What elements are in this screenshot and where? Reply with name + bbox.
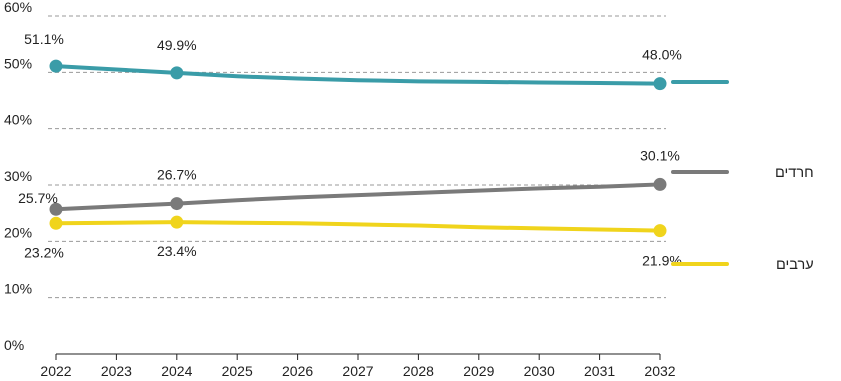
data-label: 51.1% <box>24 31 64 47</box>
x-tick-label: 2025 <box>222 363 253 379</box>
data-point <box>653 77 667 91</box>
data-point <box>49 216 63 230</box>
x-tick-label: 2022 <box>40 363 71 379</box>
data-label: 21.9% <box>642 253 682 269</box>
data-point <box>170 66 184 80</box>
axes: 0% 10% 20% 30% 40% 50% 60% 2022 2023 2024 2025 2026… <box>4 0 676 379</box>
y-tick-label: 0% <box>4 337 24 353</box>
series <box>49 59 667 238</box>
x-tick-label: 2027 <box>342 363 373 379</box>
x-tick-label: 2026 <box>282 363 313 379</box>
series-line <box>54 182 662 212</box>
y-tick-label: 20% <box>4 224 32 240</box>
y-tick-label: 50% <box>4 55 32 71</box>
data-label: 30.1% <box>640 147 680 163</box>
data-label: 48.0% <box>642 47 682 63</box>
y-tick-label: 40% <box>4 112 32 128</box>
x-tick-label: 2030 <box>524 363 555 379</box>
data-label: 23.2% <box>24 244 64 260</box>
x-tick-label: 2029 <box>463 363 494 379</box>
data-point <box>653 224 667 238</box>
data-label: 23.4% <box>157 243 197 259</box>
y-tick-label: 60% <box>4 0 32 15</box>
data-point <box>49 202 63 216</box>
data-point <box>170 215 184 229</box>
data-label: 26.7% <box>157 167 197 183</box>
data-point <box>653 177 667 191</box>
series-line <box>54 220 662 233</box>
data-labels: 51.1% 49.9% 48.0% 25.7% 26.7% 30.1% 23.2% 23.4%… <box>18 31 682 268</box>
gridlines <box>48 15 666 299</box>
legend: יהודים לא-חרדיםואחריםחרדיםערבים <box>671 74 841 273</box>
y-tick-label: 30% <box>4 168 32 184</box>
x-tick-label: 2023 <box>101 363 132 379</box>
legend-label: חרדים <box>775 165 814 181</box>
y-tick-label: 10% <box>4 281 32 297</box>
data-label: 25.7% <box>18 190 58 206</box>
data-point <box>49 59 63 73</box>
x-tick-label: 2024 <box>161 363 192 379</box>
x-tick-label: 2031 <box>584 363 615 379</box>
data-point <box>170 197 184 211</box>
x-tick-label: 2028 <box>403 363 434 379</box>
data-label: 49.9% <box>157 37 197 53</box>
legend-label: ערבים <box>776 257 814 273</box>
x-tick-label: 2032 <box>644 363 675 379</box>
series-line <box>54 64 662 86</box>
